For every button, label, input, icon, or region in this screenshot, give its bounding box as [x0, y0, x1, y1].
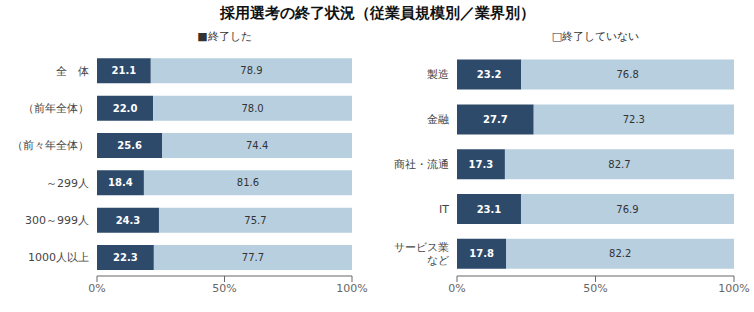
svg-text:0%: 0% [448, 282, 465, 295]
svg-text:100%: 100% [336, 282, 367, 295]
html-text:■終了した: ■終了した [197, 30, 252, 43]
svg-text:76.8: 76.8 [616, 69, 638, 80]
svg-text:78.9: 78.9 [240, 65, 262, 76]
svg-text:18.4: 18.4 [108, 177, 133, 188]
html-text:採用選考の終了状況（従業員規模別／業界別）: 採用選考の終了状況（従業員規模別／業界別） [219, 4, 535, 22]
svg-text:100%: 100% [718, 282, 746, 295]
svg-text:27.7: 27.7 [483, 114, 508, 125]
svg-text:82.2: 82.2 [609, 248, 631, 259]
svg-text:商社・流通: 商社・流通 [394, 158, 449, 171]
svg-text:製造: 製造 [427, 68, 449, 81]
svg-text:IT: IT [439, 203, 449, 216]
svg-text:23.2: 23.2 [477, 69, 502, 80]
html-text:□終了していない: □終了していない [551, 30, 640, 43]
svg-text:21.1: 21.1 [112, 65, 137, 76]
svg-text:～299人: ～299人 [46, 177, 89, 190]
svg-text:17.3: 17.3 [469, 159, 494, 170]
svg-text:74.4: 74.4 [246, 140, 268, 151]
svg-text:22.0: 22.0 [113, 103, 138, 114]
svg-text:0%: 0% [88, 282, 105, 295]
svg-text:25.6: 25.6 [117, 140, 142, 151]
svg-text:50%: 50% [583, 282, 607, 295]
svg-text:72.3: 72.3 [623, 114, 645, 125]
svg-text:サービス業など: サービス業など [394, 241, 449, 267]
svg-text:1000人以上: 1000人以上 [28, 251, 89, 264]
svg-text:（前々年全体）: （前々年全体） [12, 139, 89, 152]
svg-text:全 体: 全 体 [56, 65, 89, 78]
svg-text:（前年全体）: （前年全体） [23, 102, 89, 115]
svg-text:82.7: 82.7 [608, 159, 630, 170]
svg-text:50%: 50% [212, 282, 236, 295]
svg-text:77.7: 77.7 [242, 252, 264, 263]
svg-text:76.9: 76.9 [616, 204, 638, 215]
svg-text:81.6: 81.6 [237, 177, 259, 188]
svg-text:75.7: 75.7 [244, 215, 266, 226]
svg-text:300～999人: 300～999人 [25, 214, 89, 227]
svg-text:23.1: 23.1 [477, 204, 502, 215]
svg-text:22.3: 22.3 [113, 252, 138, 263]
svg-text:78.0: 78.0 [241, 103, 263, 114]
svg-text:金融: 金融 [427, 113, 449, 126]
svg-text:17.8: 17.8 [469, 248, 494, 259]
svg-text:24.3: 24.3 [116, 215, 141, 226]
